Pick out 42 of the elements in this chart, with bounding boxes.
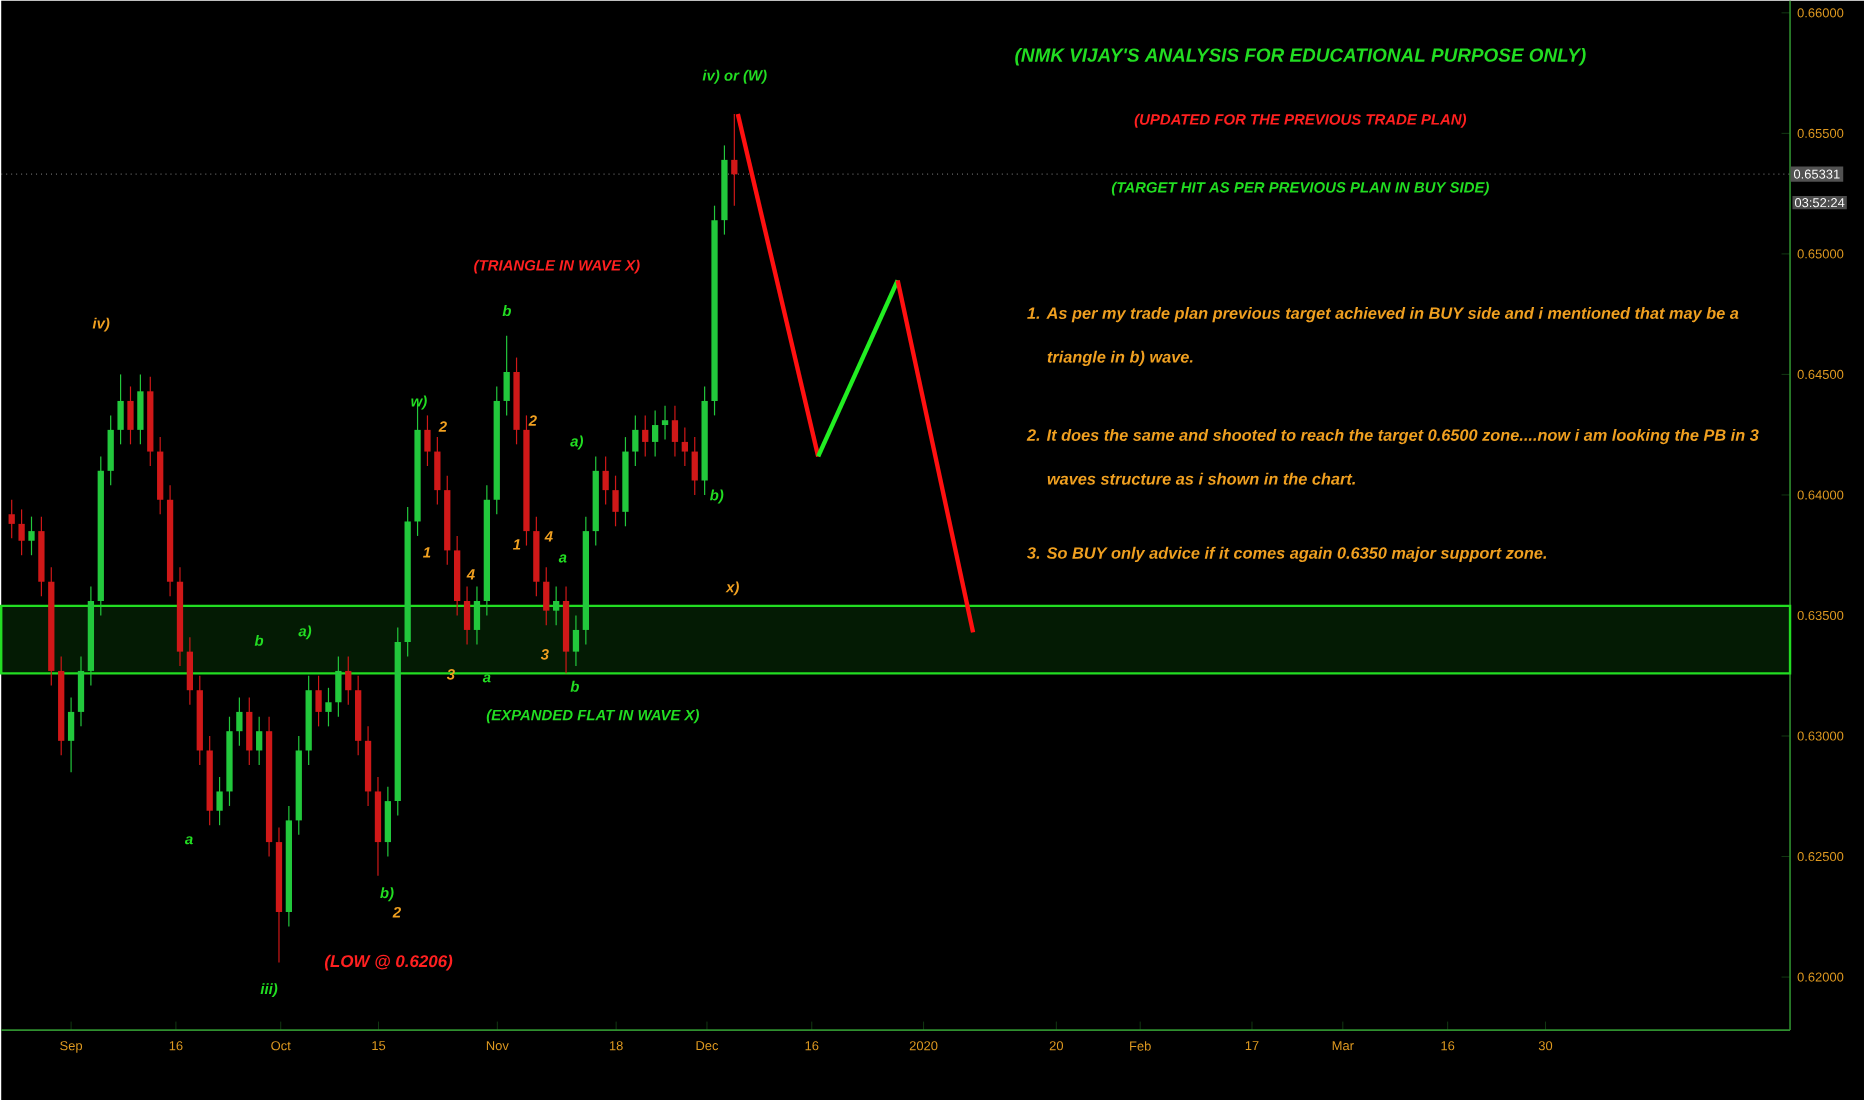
candlestick — [671, 405, 679, 457]
candlestick — [67, 696, 75, 773]
candlestick — [681, 426, 688, 467]
candlestick — [117, 373, 124, 445]
candlestick — [602, 455, 609, 506]
candlestick — [28, 516, 35, 556]
candlestick — [315, 675, 322, 727]
annotation: (LOW @ 0.6206) — [324, 954, 453, 971]
annotation: 3. So BUY only advice if it comes again 0.6350 major support zone. — [1027, 546, 1547, 563]
candlestick — [18, 508, 25, 556]
candlestick — [137, 373, 144, 445]
candlestick — [384, 786, 391, 858]
candlestick — [186, 636, 194, 706]
candlestick — [335, 655, 342, 718]
candlestick — [325, 687, 332, 727]
candlestick — [553, 585, 560, 626]
candlestick — [503, 335, 510, 416]
text: 1. As per my trade plan previous target achieved in BUY side and i mentioned that may be a triangle in b) wave. — [1027, 306, 1739, 366]
candlestick — [473, 585, 481, 645]
candlestick — [651, 409, 659, 457]
text: 2. It does the same and shooted to reach the target 0.6500 zone....now i am looking the PB in 3 waves structure as i shown in the chart. — [1026, 428, 1759, 485]
candlestick — [642, 414, 649, 457]
candlestick — [572, 614, 580, 667]
candlestick — [246, 696, 253, 766]
candlestick — [8, 499, 15, 539]
candlestick — [632, 414, 639, 467]
candlestick — [256, 716, 263, 766]
candlestick — [127, 385, 134, 445]
candlestick — [107, 414, 114, 486]
candlestick — [345, 655, 352, 706]
candlestick — [434, 436, 441, 506]
candlestick — [216, 776, 223, 826]
candlestick — [543, 566, 550, 626]
candlestick — [463, 585, 471, 645]
candlestick — [236, 696, 243, 747]
candlestick — [661, 405, 669, 441]
candlestick — [731, 113, 738, 207]
candlestick — [691, 436, 698, 496]
candlestick — [424, 414, 431, 467]
candlestick — [612, 475, 619, 527]
candlestick — [77, 655, 85, 727]
text: (NMK VIJAY'S ANALYSIS FOR EDUCATIONAL PURPOSE ONLY) — [1015, 47, 1586, 66]
